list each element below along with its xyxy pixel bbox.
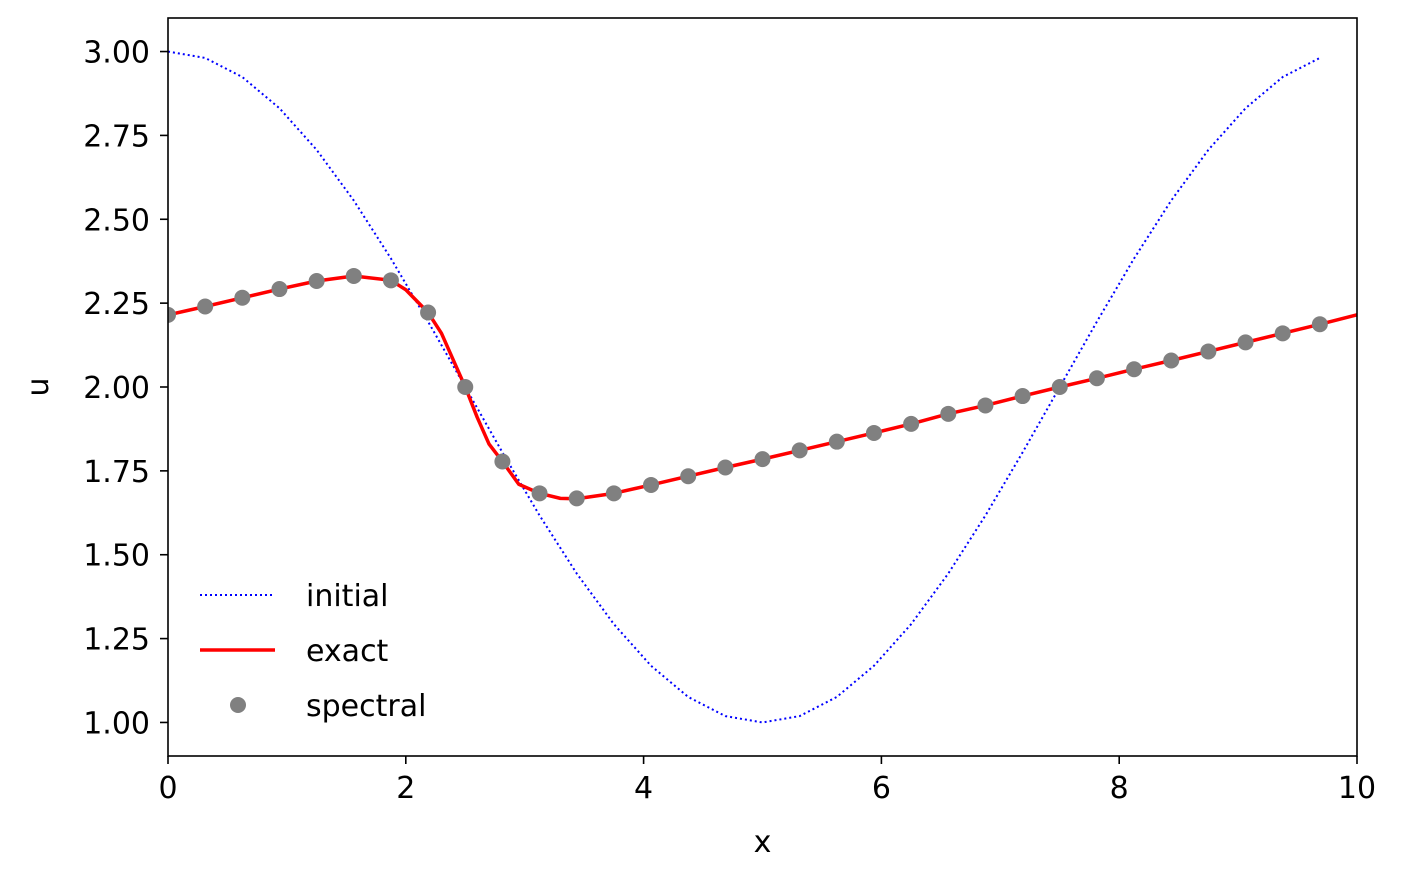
y-tick-label: 2.75	[83, 119, 150, 154]
x-tick-label: 2	[396, 771, 415, 806]
x-axis: 0 2 4 6 8 10	[158, 756, 1376, 806]
plot-area	[168, 50, 1357, 724]
series-line-initial	[168, 50, 1321, 724]
data-point-spectral	[605, 485, 622, 502]
data-point-spectral	[791, 442, 808, 459]
data-point-spectral	[197, 298, 214, 315]
data-point-spectral	[1088, 370, 1105, 387]
data-point-spectral	[940, 405, 957, 422]
data-point-spectral	[271, 281, 288, 298]
data-point-spectral	[717, 459, 734, 476]
data-point-spectral	[1126, 361, 1143, 378]
data-point-spectral	[345, 267, 362, 284]
legend: initial exact spectral	[200, 579, 426, 724]
y-tick-label: 2.50	[83, 203, 150, 238]
y-axis: 1.00 1.25 1.50 1.75 2.00 2.25 2.50 2.75 3.00	[83, 36, 168, 741]
data-point-spectral	[1163, 352, 1180, 369]
legend-label: spectral	[306, 689, 426, 724]
data-point-spectral	[308, 272, 325, 289]
data-point-spectral	[1051, 379, 1068, 395]
y-axis-label: u	[21, 377, 56, 396]
series-line-exact	[168, 274, 1357, 501]
data-point-spectral	[643, 476, 660, 493]
data-point-spectral	[903, 415, 920, 432]
data-point-spectral	[420, 304, 437, 321]
data-point-spectral	[828, 433, 845, 450]
series-spectral	[168, 267, 1328, 507]
data-point-spectral	[1274, 325, 1291, 342]
legend-label: initial	[306, 579, 389, 614]
data-point-spectral	[457, 379, 474, 395]
data-point-spectral	[977, 397, 994, 414]
legend-item-initial: initial	[200, 579, 389, 614]
x-tick-label: 10	[1338, 771, 1376, 806]
legend-marker	[230, 697, 246, 713]
legend-item-exact: exact	[200, 634, 389, 669]
data-point-spectral	[865, 424, 882, 441]
y-tick-label: 2.00	[83, 371, 150, 406]
x-tick-label: 0	[158, 771, 177, 806]
y-tick-label: 2.25	[83, 287, 150, 322]
data-point-spectral	[754, 451, 771, 468]
x-axis-label: x	[754, 825, 772, 860]
x-tick-label: 8	[1110, 771, 1129, 806]
data-point-spectral	[531, 485, 548, 502]
data-point-spectral	[1014, 388, 1031, 405]
data-point-spectral	[680, 468, 697, 485]
y-tick-label: 1.25	[83, 623, 150, 658]
data-point-spectral	[168, 306, 176, 323]
legend-label: exact	[306, 634, 389, 669]
data-point-spectral	[494, 453, 511, 470]
data-point-spectral	[382, 272, 399, 289]
legend-item-spectral: spectral	[230, 689, 426, 724]
data-point-spectral	[1237, 334, 1254, 351]
y-tick-label: 1.75	[83, 455, 150, 490]
y-tick-label: 3.00	[83, 36, 150, 71]
x-tick-label: 6	[872, 771, 891, 806]
data-point-spectral	[568, 490, 585, 507]
y-tick-label: 1.50	[83, 539, 150, 574]
x-tick-label: 4	[634, 771, 653, 806]
data-point-spectral	[1311, 316, 1328, 333]
y-tick-label: 1.00	[83, 706, 150, 741]
data-point-spectral	[234, 289, 251, 306]
data-point-spectral	[1200, 343, 1217, 360]
